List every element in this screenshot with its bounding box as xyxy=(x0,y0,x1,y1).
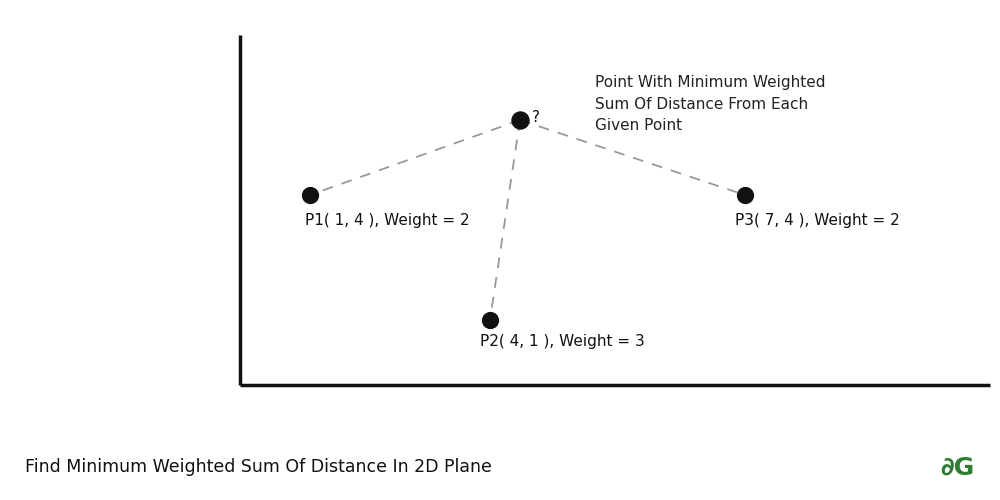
Text: Find Minimum Weighted Sum Of Distance In 2D Plane: Find Minimum Weighted Sum Of Distance In… xyxy=(25,458,492,476)
Text: ?: ? xyxy=(532,110,540,126)
Point xyxy=(512,116,528,124)
Text: P2( 4, 1 ), Weight = 3: P2( 4, 1 ), Weight = 3 xyxy=(480,334,645,349)
Text: P3( 7, 4 ), Weight = 2: P3( 7, 4 ), Weight = 2 xyxy=(735,213,900,228)
Point xyxy=(737,191,753,199)
Point xyxy=(302,191,318,199)
Point xyxy=(482,316,498,324)
Text: ∂G: ∂G xyxy=(941,456,975,479)
Text: P1( 1, 4 ), Weight = 2: P1( 1, 4 ), Weight = 2 xyxy=(305,213,470,228)
Text: Point With Minimum Weighted
Sum Of Distance From Each
Given Point: Point With Minimum Weighted Sum Of Dista… xyxy=(595,75,826,133)
